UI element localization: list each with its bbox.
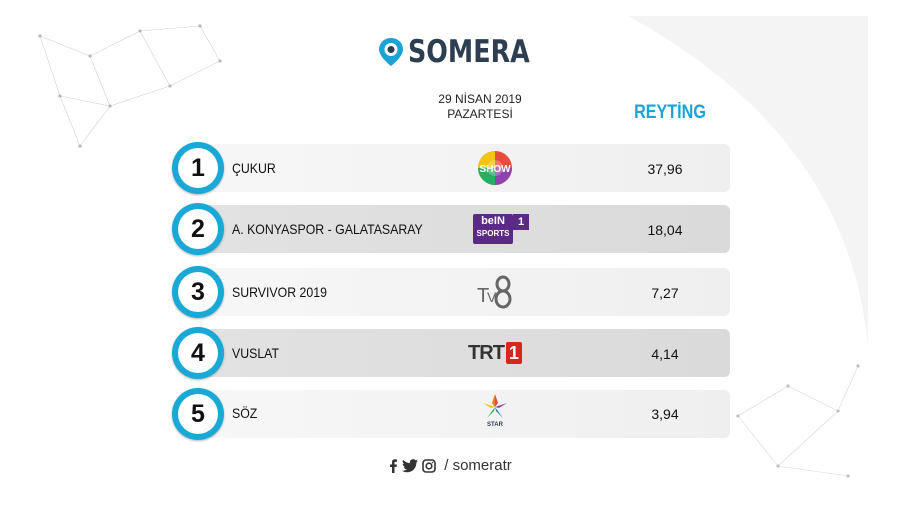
somera-logo: SOMERA — [378, 34, 557, 70]
star-text: STAR — [487, 422, 503, 428]
ranking-row — [200, 329, 730, 377]
program-name: SURVIVOR 2019 — [232, 284, 327, 300]
channel-number: 1 — [513, 214, 529, 230]
facebook-icon — [388, 458, 398, 473]
bein-text: beIN — [481, 215, 505, 227]
tv8-logo: T V — [470, 272, 520, 312]
bein-sports-1-logo: beIN SPORTS 1 — [468, 209, 534, 249]
weekday-line: PAZARTESİ — [447, 107, 513, 121]
social-footer: / someratr — [0, 457, 900, 474]
trt-text: TRT — [468, 341, 505, 364]
instagram-icon — [422, 458, 437, 473]
ranking-row — [200, 205, 730, 253]
rank-badge: 3 — [172, 266, 224, 318]
rank-number: 3 — [178, 272, 218, 312]
date-label: 29 NİSAN 2019 PAZARTESİ — [380, 92, 580, 122]
rating-value: 18,04 — [647, 222, 683, 238]
ranking-row — [200, 390, 730, 438]
twitter-icon — [402, 458, 419, 473]
program-name: SÖZ — [232, 405, 258, 421]
rating-value: 7,27 — [651, 285, 679, 301]
rank-badge: 1 — [172, 142, 224, 194]
rank-badge: 4 — [172, 327, 224, 379]
star-tv-logo: STAR — [470, 391, 520, 431]
rating-column-header: REYTİNG — [634, 102, 706, 123]
rating-value: 4,14 — [651, 346, 679, 362]
brand-name: SOMERA — [408, 34, 530, 70]
svg-text:T: T — [477, 285, 489, 307]
network-decoration-top-left — [38, 24, 222, 148]
svg-text:SHOW: SHOW — [479, 164, 511, 175]
rating-value: 37,96 — [647, 161, 683, 177]
svg-text:V: V — [487, 289, 497, 305]
program-name: A. KONYASPOR - GALATASARAY — [232, 221, 423, 237]
sports-text: SPORTS — [476, 229, 510, 238]
trt1-logo: TRT 1 — [460, 333, 530, 373]
rank-number: 2 — [178, 209, 218, 249]
social-handle: / someratr — [444, 457, 512, 474]
trt-number: 1 — [505, 342, 522, 364]
ranking-row — [200, 268, 730, 316]
rank-number: 5 — [178, 394, 218, 434]
date-line: 29 NİSAN 2019 — [438, 92, 522, 106]
rank-number: 1 — [178, 148, 218, 188]
rank-badge: 5 — [172, 388, 224, 440]
rank-number: 4 — [178, 333, 218, 373]
ranking-row — [200, 144, 730, 192]
show-tv-logo: SHOW — [470, 148, 520, 188]
rating-value: 3,94 — [651, 406, 679, 422]
program-name: VUSLAT — [232, 345, 280, 361]
swoosh-decoration-right — [628, 16, 868, 478]
program-name: ÇUKUR — [232, 160, 276, 176]
rank-badge: 2 — [172, 203, 224, 255]
location-pin-icon — [379, 38, 403, 66]
